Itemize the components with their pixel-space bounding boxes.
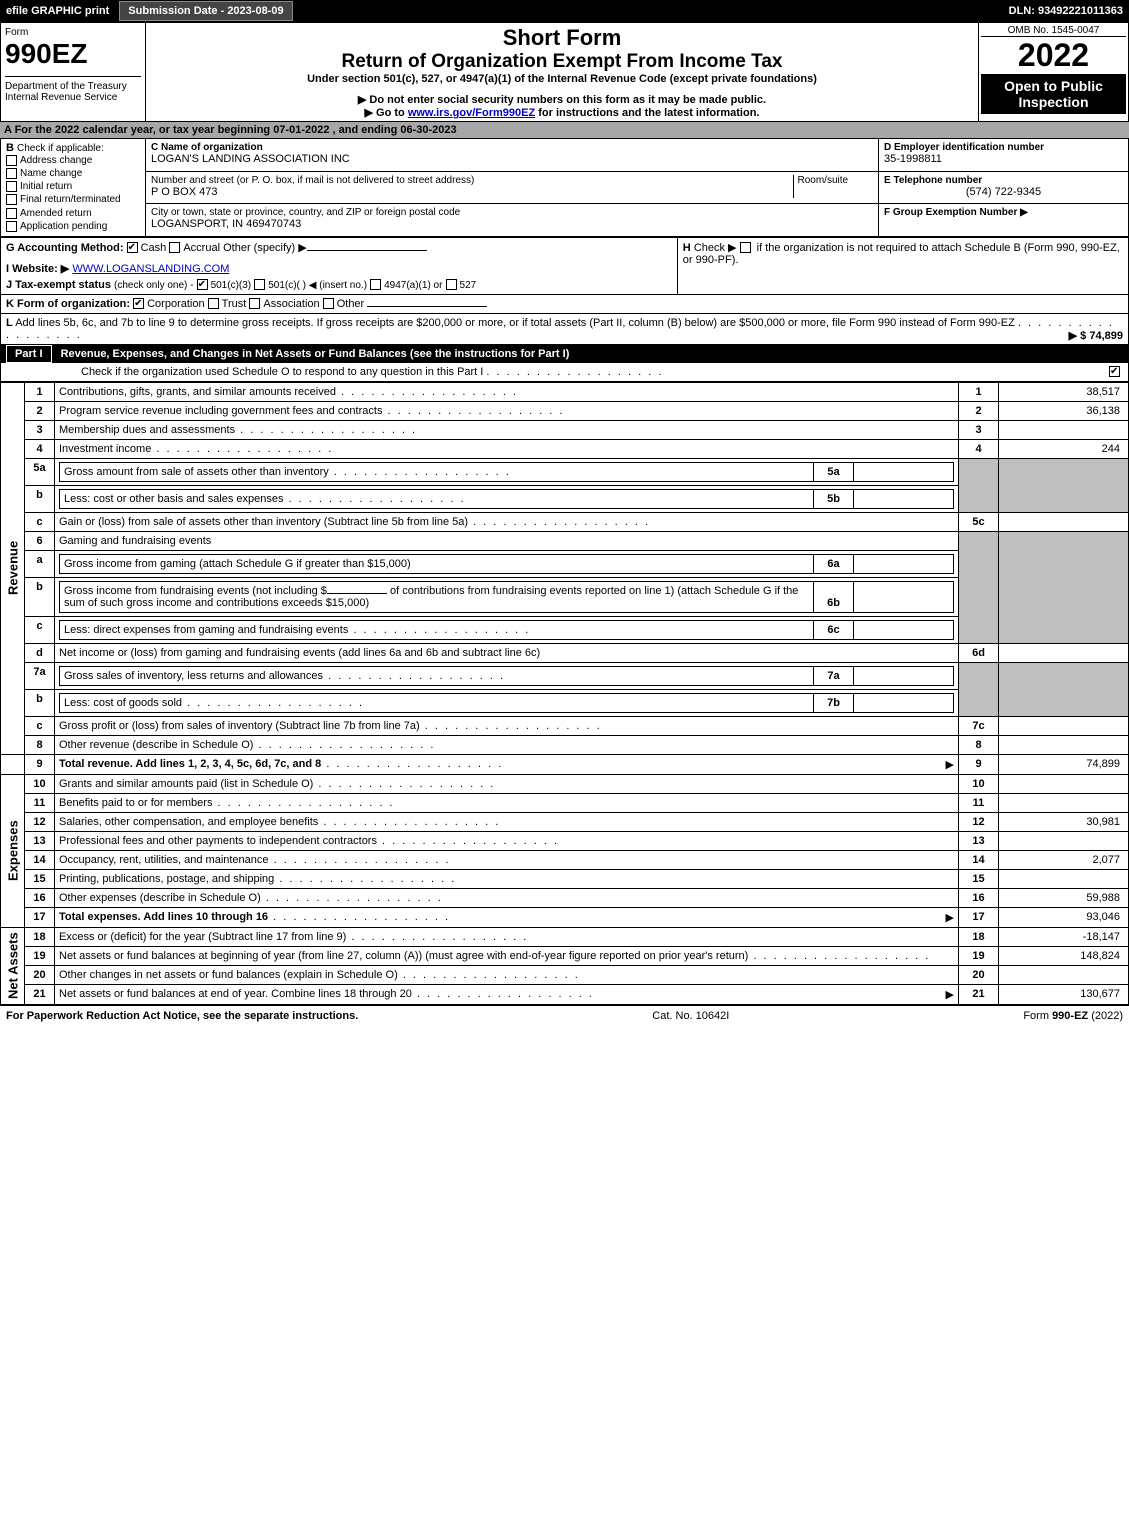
phone-value: (574) 722-9345: [884, 186, 1123, 198]
part1-header: Part I Revenue, Expenses, and Changes in…: [0, 345, 1129, 363]
chk-final-return[interactable]: [6, 194, 17, 205]
page-footer: For Paperwork Reduction Act Notice, see …: [0, 1005, 1129, 1026]
l-amount: ▶ $ 74,899: [1069, 329, 1123, 342]
chk-application-pending[interactable]: [6, 221, 17, 232]
part1-check-line: Check if the organization used Schedule …: [81, 366, 483, 378]
val-15: [999, 869, 1129, 888]
chk-corporation[interactable]: [133, 298, 144, 309]
val-14: 2,077: [999, 850, 1129, 869]
part1-heading: Revenue, Expenses, and Changes in Net As…: [61, 348, 570, 360]
title-short-form: Short Form: [152, 25, 972, 51]
form-word: Form: [5, 27, 141, 38]
part1-table: Revenue 1Contributions, gifts, grants, a…: [0, 382, 1129, 1005]
tax-year: 2022: [981, 37, 1126, 74]
chk-name-change[interactable]: [6, 168, 17, 179]
val-17: 93,046: [999, 907, 1129, 927]
chk-527[interactable]: [446, 279, 457, 290]
val-16: 59,988: [999, 888, 1129, 907]
dln-label: DLN: 93492221011363: [1009, 5, 1129, 17]
val-2: 36,138: [999, 401, 1129, 420]
org-name: LOGAN'S LANDING ASSOCIATION INC: [151, 153, 873, 165]
bullet-ssn: ▶ Do not enter social security numbers o…: [152, 93, 972, 106]
val-20: [999, 965, 1129, 984]
chk-schedule-b[interactable]: [740, 242, 751, 253]
val-13: [999, 831, 1129, 850]
val-19: 148,824: [999, 946, 1129, 965]
expenses-section-label: Expenses: [1, 774, 25, 927]
open-public-badge: Open to Public Inspection: [981, 74, 1126, 114]
val-6d: [999, 643, 1129, 662]
h-label: H: [683, 242, 691, 254]
info-block: B Check if applicable: Address change Na…: [0, 138, 1129, 237]
form-number: 990EZ: [5, 38, 141, 70]
chk-address-change[interactable]: [6, 155, 17, 166]
j-label: J Tax-exempt status: [6, 279, 111, 291]
revenue-section-label: Revenue: [1, 382, 25, 754]
irs-link[interactable]: www.irs.gov/Form990EZ: [408, 107, 535, 119]
street-value: P O BOX 473: [151, 186, 793, 198]
val-12: 30,981: [999, 812, 1129, 831]
val-18: -18,147: [999, 927, 1129, 946]
street-label: Number and street (or P. O. box, if mail…: [151, 175, 793, 186]
chk-schedule-o[interactable]: [1109, 366, 1120, 377]
d-label: D Employer identification number: [884, 142, 1123, 153]
website-link[interactable]: WWW.LOGANSLANDING.COM: [72, 263, 229, 275]
ein-value: 35-1998811: [884, 153, 1123, 165]
chk-4947[interactable]: [370, 279, 381, 290]
val-4: 244: [999, 439, 1129, 458]
chk-501c[interactable]: [254, 279, 265, 290]
val-3: [999, 420, 1129, 439]
e-label: E Telephone number: [884, 175, 1123, 186]
bullet-goto: ▶ Go to www.irs.gov/Form990EZ for instru…: [152, 106, 972, 119]
footer-left: For Paperwork Reduction Act Notice, see …: [6, 1010, 358, 1022]
form-header-table: Form 990EZ Department of the Treasury In…: [0, 22, 1129, 122]
footer-right: Form 990-EZ (2022): [1023, 1010, 1123, 1022]
val-10: [999, 774, 1129, 793]
val-9: 74,899: [999, 754, 1129, 774]
chk-amended-return[interactable]: [6, 208, 17, 219]
chk-accrual[interactable]: [169, 242, 180, 253]
city-label: City or town, state or province, country…: [151, 207, 873, 218]
b-check-if: Check if applicable:: [17, 143, 104, 154]
f-label: F Group Exemption Number ▶: [884, 207, 1123, 218]
chk-initial-return[interactable]: [6, 181, 17, 192]
chk-trust[interactable]: [208, 298, 219, 309]
line-a-period: A For the 2022 calendar year, or tax yea…: [0, 122, 1129, 138]
val-5c: [999, 512, 1129, 531]
part1-label: Part I: [6, 345, 52, 363]
top-bar: efile GRAPHIC print Submission Date - 20…: [0, 0, 1129, 22]
subtitle-section: Under section 501(c), 527, or 4947(a)(1)…: [152, 73, 972, 85]
k-label: K Form of organization:: [6, 298, 130, 310]
chk-other-org[interactable]: [323, 298, 334, 309]
netassets-section-label: Net Assets: [1, 927, 25, 1004]
chk-association[interactable]: [249, 298, 260, 309]
room-label: Room/suite: [798, 175, 874, 186]
efile-link[interactable]: efile GRAPHIC print: [0, 5, 115, 17]
l-text: Add lines 5b, 6c, and 7b to line 9 to de…: [15, 317, 1015, 329]
chk-501c3[interactable]: [197, 279, 208, 290]
val-21: 130,677: [999, 984, 1129, 1004]
title-return: Return of Organization Exempt From Incom…: [152, 51, 972, 73]
footer-center: Cat. No. 10642I: [652, 1010, 729, 1022]
b-label: B: [6, 142, 14, 154]
i-label: I Website: ▶: [6, 263, 69, 275]
val-1: 38,517: [999, 382, 1129, 401]
submission-date-btn[interactable]: Submission Date - 2023-08-09: [119, 1, 292, 21]
chk-cash[interactable]: [127, 242, 138, 253]
dept-text: Department of the Treasury Internal Reve…: [5, 76, 141, 103]
val-11: [999, 793, 1129, 812]
l-label: L: [6, 317, 13, 329]
val-8: [999, 735, 1129, 754]
omb-number: OMB No. 1545-0047: [981, 25, 1126, 37]
c-label: C Name of organization: [151, 142, 873, 153]
city-value: LOGANSPORT, IN 469470743: [151, 218, 873, 230]
g-label: G Accounting Method:: [6, 242, 124, 254]
val-7c: [999, 716, 1129, 735]
